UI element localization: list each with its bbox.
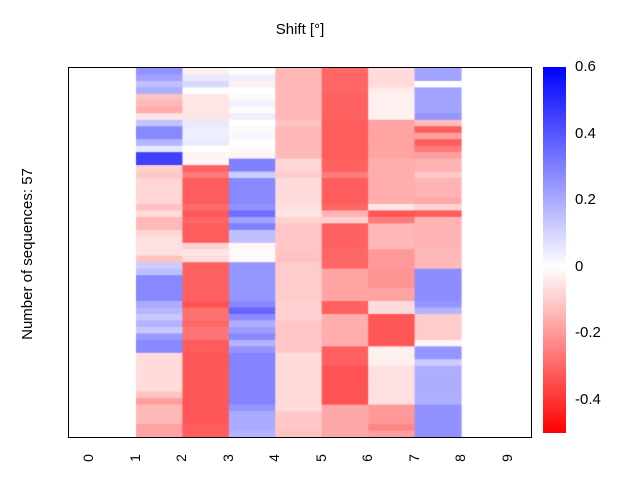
- colorbar-tick-label--0.2: -0.2: [575, 324, 601, 342]
- colorbar-tick-label-0.4: 0.4: [575, 124, 596, 142]
- x-tick-label-1: 1: [126, 454, 143, 462]
- x-tick-label-4: 4: [266, 454, 283, 462]
- colorbar-tick-label-0: 0: [575, 257, 584, 275]
- x-tick-label-2: 2: [173, 454, 190, 462]
- x-tick-label-5: 5: [312, 454, 329, 462]
- x-tick-label-8: 8: [452, 454, 469, 462]
- chart-title: Shift [°]: [275, 21, 325, 38]
- y-axis-label: Number of sequences: 57: [19, 168, 36, 340]
- x-tick-label-9: 9: [498, 454, 515, 462]
- colorbar-tick-label-0.2: 0.2: [575, 191, 596, 209]
- x-tick-label-6: 6: [359, 454, 376, 462]
- x-tick-label-3: 3: [219, 454, 236, 462]
- heatmap-canvas: [69, 68, 531, 437]
- plot-area: [68, 67, 532, 438]
- colorbar-gradient: [543, 67, 566, 433]
- colorbar-tick-label--0.4: -0.4: [575, 390, 601, 408]
- colorbar-tick-label-0.6: 0.6: [575, 58, 596, 75]
- x-tick-label-0: 0: [80, 454, 96, 462]
- x-tick-label-7: 7: [405, 454, 422, 462]
